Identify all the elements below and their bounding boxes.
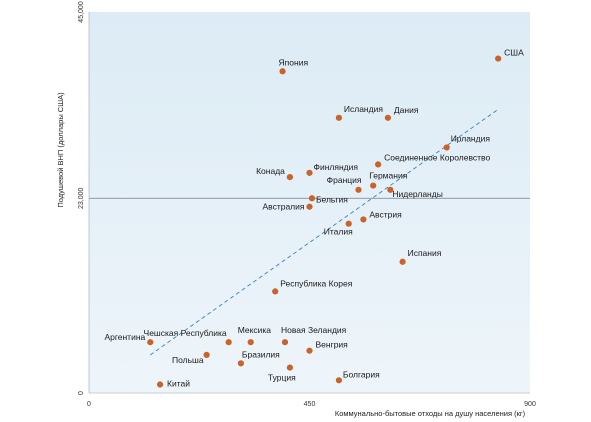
point-label: Бельгия <box>316 194 348 204</box>
point-label: Финляндия <box>314 162 359 172</box>
data-point <box>335 114 342 121</box>
data-point <box>237 360 244 367</box>
point-label: Конада <box>256 166 285 176</box>
point-label: Дания <box>394 105 419 115</box>
data-point <box>147 339 154 346</box>
data-point <box>443 144 450 151</box>
data-point <box>306 169 313 176</box>
point-label: Ирландия <box>451 133 491 143</box>
point-label: Китай <box>167 379 190 389</box>
data-point <box>387 186 394 193</box>
x-tick-label: 450 <box>304 401 316 408</box>
data-point <box>308 195 316 202</box>
data-point <box>203 351 210 358</box>
data-point <box>355 186 362 193</box>
point-label: Турция <box>268 373 296 383</box>
point-label: США <box>504 48 524 58</box>
point-label: Япония <box>279 57 309 67</box>
x-tick-label: 900 <box>524 401 536 408</box>
data-point <box>225 339 232 346</box>
point-label: Бразилия <box>242 349 280 359</box>
point-label: Австрия <box>369 209 402 219</box>
point-label: Соединенное Королевство <box>384 152 490 162</box>
data-point <box>399 258 406 265</box>
data-point <box>156 381 164 388</box>
data-point <box>279 68 286 75</box>
data-point <box>272 288 279 295</box>
point-label: Аргентина <box>104 332 145 342</box>
data-point <box>247 339 254 346</box>
y-tick-label: 0 <box>78 391 85 395</box>
point-label: Республика Корея <box>280 278 353 288</box>
data-point <box>306 347 313 354</box>
data-point <box>286 364 293 371</box>
data-point <box>286 174 293 181</box>
point-label: Австралия <box>263 202 305 212</box>
point-label: Венгрия <box>316 340 349 350</box>
data-point <box>495 55 502 62</box>
trend-line <box>149 108 499 356</box>
point-label: Нидерланды <box>392 189 442 199</box>
x-axis-title: Коммунально-бытовые отходы на душу насел… <box>335 409 526 418</box>
point-label: Новая Зеландия <box>281 325 347 335</box>
point-label: Болгария <box>343 369 380 379</box>
data-point <box>375 161 382 168</box>
point-label: Чешская Республика <box>144 328 227 338</box>
data-point <box>384 114 391 121</box>
data-point <box>335 377 342 384</box>
data-point <box>306 203 313 210</box>
point-label: Мексика <box>238 325 272 335</box>
point-label: Испания <box>408 248 442 258</box>
x-tick-label: 0 <box>87 401 91 408</box>
point-label: Италия <box>324 227 353 237</box>
point-label: Франция <box>327 175 362 185</box>
y-tick-label: 45,000 <box>78 1 85 23</box>
data-point <box>281 339 289 346</box>
point-label: Польша <box>172 355 204 365</box>
y-tick-label: 23,000 <box>78 187 85 209</box>
y-axis-title: Подушевой ВНП (доллары США) <box>56 92 65 208</box>
data-point <box>360 216 367 223</box>
point-label: Исландия <box>344 104 383 114</box>
data-point <box>345 220 352 227</box>
data-point <box>370 182 377 189</box>
plot-area <box>89 12 530 393</box>
point-label: Германия <box>369 171 408 181</box>
